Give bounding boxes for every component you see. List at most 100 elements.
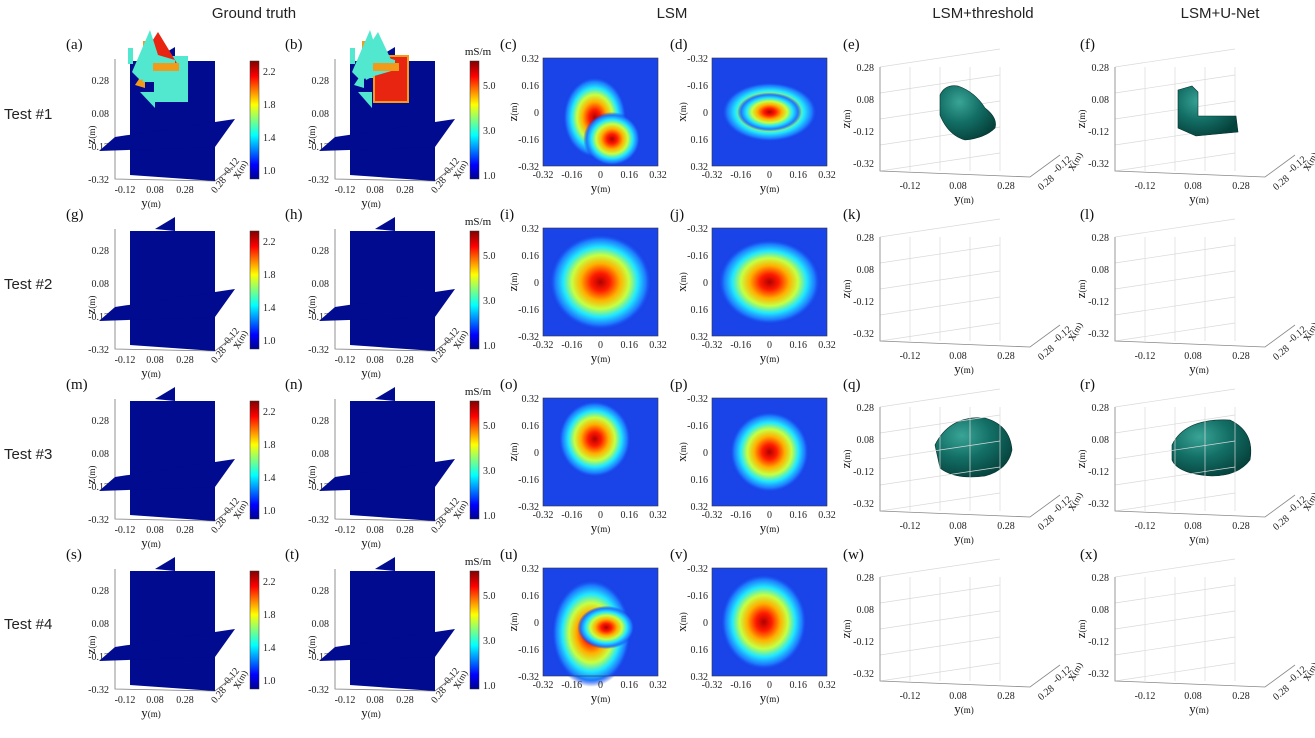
heatmap-frame (711, 227, 828, 337)
y-tick: 0.08 (949, 521, 967, 532)
colorbar-tick: 5.0 (483, 421, 496, 432)
z-tick: 0.28 (1092, 573, 1110, 584)
panel-label: (s) (66, 547, 82, 563)
z-tick: 0.28 (857, 573, 875, 584)
z-tick: -0.12 (308, 312, 329, 323)
panel-label: (n) (285, 377, 303, 393)
heatmap-ytick: -0.16 (518, 305, 539, 316)
axis-frame (879, 407, 1061, 518)
heatmap-ytick: 0 (703, 448, 708, 459)
reconstructed-shape (1177, 85, 1239, 137)
y-tick: 0.08 (146, 525, 164, 536)
grid-line (1114, 218, 1236, 238)
heatmap-ytick: -0.16 (687, 591, 708, 602)
axis-label: z(m) (1073, 280, 1088, 299)
axis-label: z(m) (83, 636, 98, 655)
z-tick: -0.12 (853, 637, 874, 648)
row-title: Test #4 (4, 616, 52, 633)
colorbar (469, 60, 480, 180)
colorbar (249, 230, 260, 350)
colorbar-tick: 2.2 (263, 237, 276, 248)
y-tick: 0.28 (176, 525, 194, 536)
heatmap-xtick: 0.32 (818, 170, 836, 181)
z-tick: -0.12 (308, 482, 329, 493)
heatmap-xtick: -0.16 (561, 340, 582, 351)
heatmap-blob (583, 112, 641, 166)
colorbar-tick: 3.0 (483, 466, 496, 477)
axis-frame (114, 569, 234, 692)
z-tick: 0.08 (1092, 265, 1110, 276)
y-tick: 0.08 (366, 185, 384, 196)
panel-label: (q) (843, 377, 861, 393)
heatmap-frame (711, 57, 828, 167)
colorbar-tick: 1.0 (483, 681, 496, 692)
heatmap-ytick: 0.16 (691, 135, 709, 146)
horizontal-slice (319, 119, 455, 151)
y-tick: -0.12 (335, 355, 356, 366)
panel-label: (g) (66, 207, 84, 223)
panel-label: (e) (843, 37, 860, 53)
y-tick: 0.28 (1232, 521, 1250, 532)
vertical-slice (130, 401, 215, 521)
heatmap-ytick: 0.16 (691, 475, 709, 486)
slice-edge (155, 387, 175, 401)
heatmap-blob (720, 573, 808, 671)
colorbar-tick: 2.2 (263, 407, 276, 418)
axis-label: y(m) (361, 365, 381, 380)
y-tick: 0.28 (396, 355, 414, 366)
reconstructed-shape (934, 417, 1013, 478)
heatmap-ytick: 0.16 (522, 591, 540, 602)
colorbar (249, 570, 260, 690)
heatmap-ytick: 0.32 (691, 162, 709, 173)
colorbar-tick: 1.8 (263, 610, 276, 621)
axis-label: z(m) (505, 613, 520, 632)
colorbar-tick: 3.0 (483, 126, 496, 137)
heatmap-xtick: -0.32 (702, 340, 723, 351)
y-tick: 0.28 (396, 185, 414, 196)
z-tick: 0.28 (92, 416, 110, 427)
heatmap-xtick: 0 (767, 170, 772, 181)
panel-label: (w) (843, 547, 864, 563)
colorbar-tick: 5.0 (483, 591, 496, 602)
horizontal-slice (99, 629, 235, 661)
heatmap-xtick: 0 (598, 340, 603, 351)
horizontal-slice (99, 119, 235, 151)
panel-label: (p) (670, 377, 688, 393)
z-tick: 0.28 (92, 76, 110, 87)
panel-label: (v) (670, 547, 688, 563)
z-tick: -0.12 (1088, 467, 1109, 478)
y-tick: 0.28 (396, 525, 414, 536)
y-tick: 0.28 (1232, 691, 1250, 702)
z-tick: -0.32 (1088, 669, 1109, 680)
axis-frame (114, 59, 234, 182)
heatmap-ytick: 0 (534, 108, 539, 119)
heatmap-ytick: -0.32 (687, 564, 708, 575)
y-tick: 0.28 (176, 355, 194, 366)
heatmap-xtick: 0.16 (621, 510, 639, 521)
heatmap-frame (542, 57, 659, 167)
z-tick: 0.28 (1092, 63, 1110, 74)
heatmap-xtick: -0.16 (730, 170, 751, 181)
axis-label: x(m) (674, 612, 689, 632)
figure-row-1: Test #1 (a) (b) (c) (d) (e) (f) 0.28 0.08 -0.12 -0… (4, 37, 1315, 210)
axis-label: y(m) (361, 535, 381, 550)
slice-edge (375, 217, 395, 231)
column-title-lsm-threshold: LSM+threshold (932, 5, 1033, 22)
z-tick: -0.12 (88, 312, 109, 323)
figure-row-4: Test #4 (s) (t) (u) (v) (w) (x) 0.28 0.08 -0.12 -0… (4, 30, 1315, 720)
y-tick: -0.12 (1135, 351, 1156, 362)
axis-label: x(m) (1063, 489, 1086, 513)
colorbar-tick: 1.0 (483, 341, 496, 352)
slice-edge (155, 557, 175, 571)
colorbar-tick: 1.8 (263, 270, 276, 281)
heatmap-ytick: 0.32 (691, 502, 709, 513)
vertical-slice (350, 61, 435, 181)
heatmap-ytick: 0 (703, 108, 708, 119)
panel-label: (l) (1080, 207, 1094, 223)
heatmap-ytick: -0.32 (518, 502, 539, 513)
target-shape (140, 92, 155, 108)
z-tick: 0.08 (312, 449, 330, 460)
x-tick: 0.28 (1271, 343, 1291, 363)
column-title-lsm: LSM (657, 5, 688, 22)
axis-label: y(m) (1189, 361, 1209, 376)
